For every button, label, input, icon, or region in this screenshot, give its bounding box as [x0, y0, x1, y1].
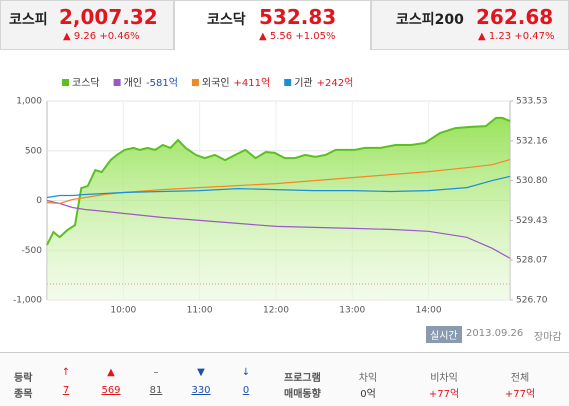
program-value: 0억	[360, 389, 376, 400]
tab[interactable]: 코스피200 262.68 ▲ 1.23 +0.47%	[371, 0, 569, 50]
tab[interactable]: 코스피 2,007.32 ▲ 9.26 +0.46%	[0, 0, 174, 50]
date: 2013.09.26	[466, 328, 524, 339]
y2-tick-label: 526.70	[516, 296, 548, 306]
tab-name: 코스피200	[396, 12, 464, 28]
program-head: 차익	[358, 373, 378, 384]
breadth-count[interactable]: 81	[149, 385, 163, 396]
breadth-icon: –	[153, 367, 159, 378]
program-head: 비차익	[430, 373, 458, 384]
y-tick-label: 0	[36, 196, 42, 206]
program-value: +77억	[504, 389, 536, 400]
line	[46, 116, 511, 246]
legend-swatch	[284, 79, 292, 86]
tab[interactable]: 코스닥 532.83 ▲ 5.56 +1.05%	[174, 0, 371, 50]
y2-tick-label: 530.80	[516, 176, 548, 186]
tab-change: ▲ 5.56 +1.05%	[259, 31, 336, 42]
legend-value: +411억	[234, 77, 271, 89]
tab-price: 262.68	[476, 5, 554, 29]
legend-value: +242억	[317, 77, 354, 89]
breadth-count[interactable]: 330	[191, 385, 211, 396]
y2-tick-label: 532.16	[516, 136, 548, 146]
y2-tick-label: 529.43	[516, 216, 548, 226]
summary: 등락 종목 ↑ 7 ▲ 569 – 81 ▼ 330 ↓ 0 프로그램 매매동향 차익 0억 비차익 +…	[0, 352, 569, 406]
breadth-count[interactable]: 569	[101, 385, 121, 396]
badge[interactable]: 실시간	[426, 326, 462, 343]
legend-swatch	[191, 79, 199, 86]
line	[46, 175, 511, 199]
breadth-icon: ▼	[197, 367, 205, 378]
breadth-count[interactable]: 7	[62, 385, 70, 396]
legend-swatch	[113, 79, 121, 86]
chart: 1,000 500 0 -500 -1,000 533.53 532.16 530.80 529…	[13, 77, 548, 316]
breadth-icon: ▲	[107, 367, 115, 378]
tab-name: 코스피	[9, 12, 48, 28]
line	[46, 199, 511, 259]
x-tick-label: 12:00	[263, 306, 289, 316]
label: 종목	[14, 389, 33, 400]
tab-name: 코스닥	[207, 12, 246, 28]
label: 등락	[14, 373, 33, 384]
y-tick-label: -1,000	[13, 296, 42, 306]
tab-price: 532.83	[259, 5, 337, 29]
status: 장마감	[534, 332, 562, 343]
legend-label: 기관	[294, 77, 312, 89]
program-head: 전체	[510, 373, 530, 384]
label: 매매동향	[284, 389, 321, 400]
y-tick-label: 1,000	[16, 97, 42, 107]
breadth-count[interactable]: 0	[242, 385, 250, 396]
legend-swatch	[62, 79, 69, 86]
x-tick-label: 11:00	[187, 306, 213, 316]
legend-value: -581억	[146, 77, 178, 89]
line	[46, 159, 511, 205]
breadth-icon: ↑	[61, 367, 71, 378]
program-value: +77억	[428, 389, 460, 400]
x-tick-label: 10:00	[110, 306, 136, 316]
y-tick-label: 500	[25, 146, 42, 156]
tab-change: ▲ 1.23 +0.47%	[478, 31, 555, 42]
y2-tick-label: 533.53	[516, 97, 548, 107]
tab-change: ▲ 9.26 +0.46%	[63, 31, 140, 42]
y2-tick-label: 528.07	[516, 256, 548, 266]
area	[47, 117, 510, 301]
label: 프로그램	[284, 373, 321, 384]
breadth-icon: ↓	[241, 367, 251, 378]
tab-price: 2,007.32	[59, 5, 158, 29]
legend-label: 코스닥	[72, 77, 100, 89]
x-tick-label: 14:00	[416, 306, 442, 316]
x-tick-label: 13:00	[339, 306, 365, 316]
y-tick-label: -500	[22, 246, 43, 256]
legend-label: 개인	[124, 77, 142, 89]
legend-label: 외국인	[202, 77, 230, 89]
